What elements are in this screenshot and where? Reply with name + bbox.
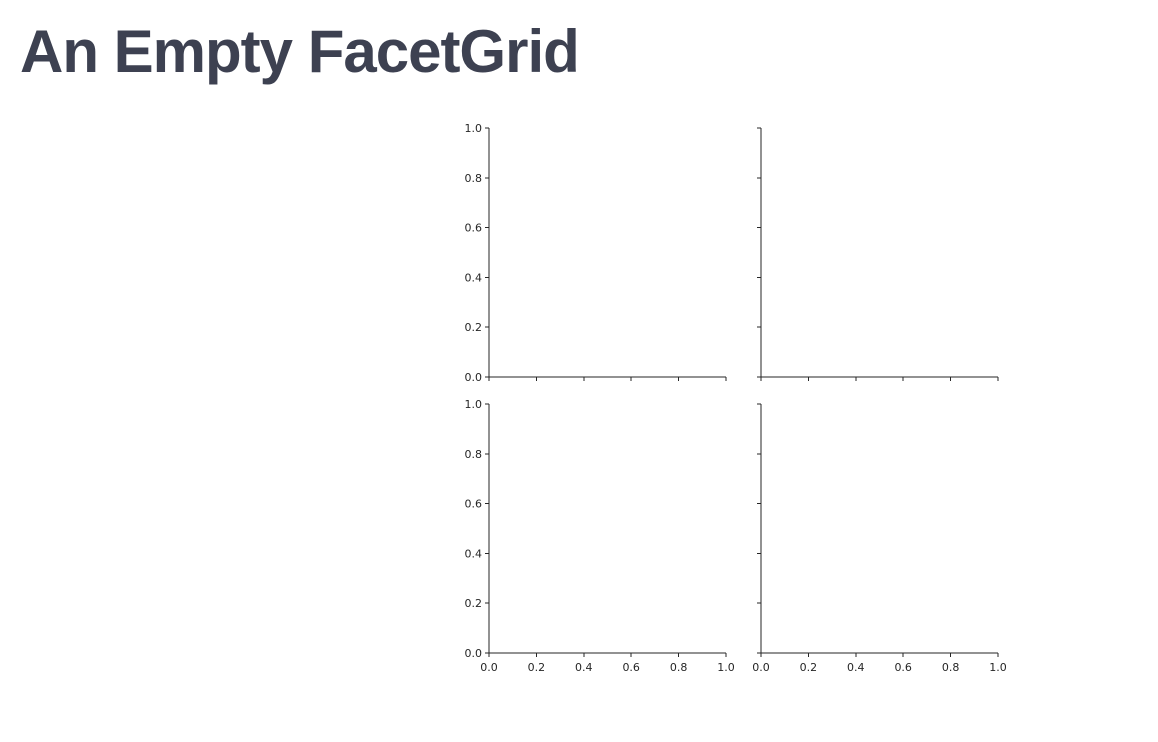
x-tick-label: 1.0 <box>717 661 735 674</box>
x-tick-label: 0.2 <box>800 661 818 674</box>
x-tick-label: 0.4 <box>847 661 865 674</box>
x-tick-label: 0.4 <box>575 661 593 674</box>
facet-panel-r0-c1 <box>757 127 999 381</box>
x-tick-label: 0.0 <box>480 661 498 674</box>
y-tick-label: 0.6 <box>465 498 483 511</box>
y-tick-label: 0.2 <box>465 597 483 610</box>
facet-panel-r0-c0: 0.0 0.2 0.4 0.6 0.8 1.0 <box>465 122 727 384</box>
y-tick-label: 0.0 <box>465 371 483 384</box>
x-tick-label: 0.6 <box>622 661 640 674</box>
y-tick-label: 0.2 <box>465 321 483 334</box>
y-tick-label: 0.6 <box>465 222 483 235</box>
y-tick-label: 1.0 <box>465 398 483 411</box>
x-tick-label: 0.6 <box>894 661 912 674</box>
x-tick-label: 0.0 <box>752 661 770 674</box>
y-tick-label: 0.8 <box>465 448 483 461</box>
y-tick-label: 0.0 <box>465 647 483 660</box>
y-tick-label: 0.8 <box>465 172 483 185</box>
x-tick-label: 0.8 <box>942 661 960 674</box>
y-tick-label: 0.4 <box>465 547 483 560</box>
x-tick-label: 0.8 <box>670 661 688 674</box>
x-tick-label: 1.0 <box>989 661 1007 674</box>
y-tick-label: 0.4 <box>465 271 483 284</box>
y-tick-label: 1.0 <box>465 122 483 135</box>
page-title: An Empty FacetGrid <box>20 18 580 85</box>
facet-panel-r1-c1: 0.0 0.2 0.4 0.6 0.8 1.0 <box>752 403 1007 674</box>
facet-panel-r1-c0: 0.0 0.2 0.4 0.6 0.8 1.0 0.0 0.2 0.4 0.6 0.8 1.0 <box>465 398 735 674</box>
x-tick-label: 0.2 <box>528 661 546 674</box>
